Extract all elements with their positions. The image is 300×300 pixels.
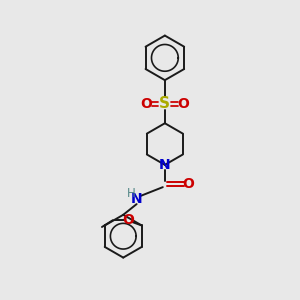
Text: O: O <box>183 177 195 191</box>
Text: O: O <box>122 213 134 227</box>
Text: O: O <box>140 97 152 111</box>
Text: N: N <box>131 192 142 206</box>
Text: N: N <box>159 158 171 172</box>
Text: H: H <box>127 187 136 200</box>
Text: S: S <box>159 96 170 111</box>
Text: O: O <box>177 97 189 111</box>
